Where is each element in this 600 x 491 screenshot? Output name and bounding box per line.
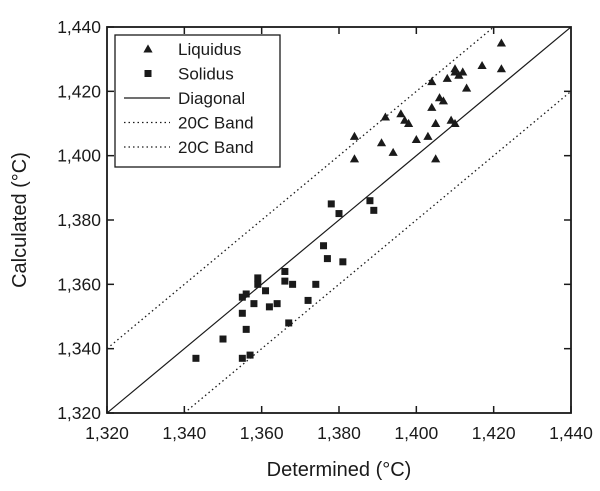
legend-label: 20C Band: [178, 138, 254, 157]
solidus-point: [327, 200, 335, 208]
solidus-point: [312, 280, 320, 288]
legend-triangle-icon: [143, 44, 153, 53]
x-tick-label: 1,440: [549, 423, 593, 443]
y-tick-label: 1,440: [57, 17, 101, 37]
liquidus-point: [349, 154, 360, 163]
y-tick-label: 1,400: [57, 146, 101, 166]
reference-lines: [107, 27, 571, 413]
x-tick-label: 1,420: [472, 423, 516, 443]
solidus-point: [281, 267, 289, 275]
liquidus-point: [496, 38, 506, 47]
solidus-point: [254, 280, 262, 288]
solidus-point: [273, 300, 281, 308]
solidus-point: [366, 197, 374, 205]
solidus-point: [370, 206, 378, 214]
legend-square-icon: [144, 70, 152, 77]
legend: Liquidus Solidus Diagonal 20C Band 20C Band: [114, 34, 281, 168]
solidus-point: [335, 210, 343, 218]
liquidus-point: [411, 134, 421, 144]
liquidus-point: [450, 64, 460, 73]
x-tick-label: 1,360: [240, 423, 284, 443]
legend-box: [114, 34, 281, 168]
y-axis-ticks: 1,320 1,340 1,360 1,380 1,400 1,420 1,440: [57, 17, 571, 423]
solidus-point: [289, 280, 297, 288]
x-tick-label: 1,380: [317, 423, 361, 443]
liquidus-point: [442, 73, 452, 82]
liquidus-point: [388, 147, 398, 156]
liquidus-point: [423, 131, 433, 140]
liquidus-point: [438, 96, 448, 105]
liquidus-point: [431, 154, 441, 163]
liquidus-point: [458, 67, 468, 76]
y-tick-label: 1,420: [57, 81, 101, 101]
solidus-point: [250, 300, 258, 308]
x-axis-ticks: 1,320 1,340 1,360 1,380 1,400 1,420 1,440: [85, 27, 593, 443]
band-line: [183, 90, 571, 413]
y-tick-label: 1,360: [57, 274, 101, 294]
legend-label: 20C Band: [178, 114, 254, 133]
solidus-point: [238, 293, 246, 301]
x-tick-label: 1,340: [162, 423, 206, 443]
band-line: [107, 27, 495, 350]
solidus-point: [262, 287, 270, 295]
liquidus-point: [349, 131, 360, 140]
liquidus-point: [496, 64, 506, 73]
y-tick-label: 1,380: [57, 210, 101, 230]
solidus-point: [304, 296, 312, 304]
y-tick-label: 1,320: [57, 403, 101, 423]
legend-label: Diagonal: [178, 89, 245, 108]
solidus-point: [323, 255, 331, 263]
liquidus-point: [431, 118, 441, 127]
legend-label: Liquidus: [178, 40, 241, 59]
liquidus-point: [376, 138, 387, 147]
liquidus-point: [477, 61, 487, 70]
x-axis-label: Determined (°C): [267, 459, 412, 481]
liquidus-point: [427, 102, 437, 111]
solidus-point: [285, 319, 293, 327]
solidus-point: [254, 274, 262, 282]
solidus-point: [219, 335, 227, 343]
liquidus-point: [462, 83, 472, 92]
solidus-point: [265, 303, 273, 311]
solidus-point: [242, 325, 250, 333]
y-axis-label: Calculated (°C): [9, 152, 31, 288]
solidus-point: [281, 277, 289, 285]
liquidus-point: [404, 118, 414, 127]
y-tick-label: 1,340: [57, 339, 101, 359]
liquidus-point: [380, 112, 390, 121]
solidus-point: [192, 354, 200, 362]
solidus-point: [238, 309, 246, 317]
solidus-point: [242, 290, 250, 298]
solidus-point: [339, 258, 347, 266]
diagonal-line: [107, 27, 571, 413]
solidus-point: [320, 242, 328, 250]
x-tick-label: 1,400: [394, 423, 438, 443]
x-tick-label: 1,320: [85, 423, 129, 443]
solidus-point: [246, 351, 254, 359]
legend-label: Solidus: [178, 65, 234, 84]
data-points: [192, 38, 506, 362]
liquidus-point: [396, 109, 406, 118]
liquidus-point: [427, 77, 437, 86]
liquidus-point: [450, 118, 460, 127]
solidus-point: [238, 354, 246, 362]
